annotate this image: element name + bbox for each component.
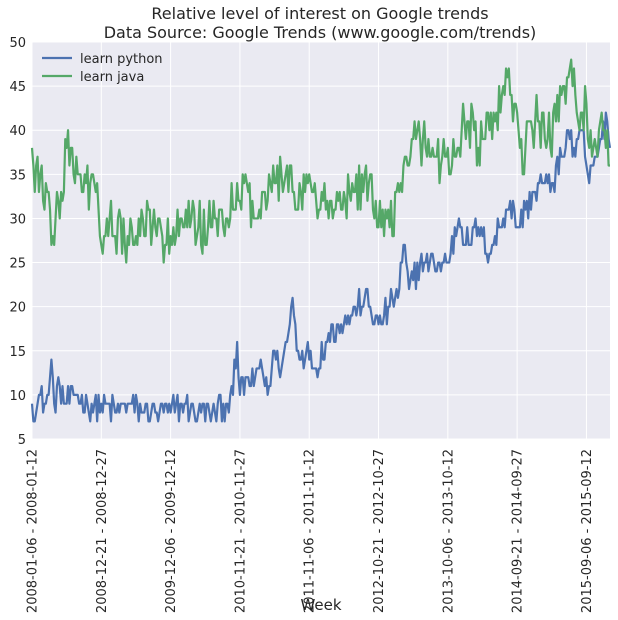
x-tick-label: 2010-11-21 - 2010-11-27 bbox=[233, 449, 248, 613]
legend: learn python learn java bbox=[42, 52, 163, 85]
x-axis: 2008-01-06 - 2008-01-12 2008-12-21 - 2008… bbox=[26, 449, 595, 613]
plot-area bbox=[32, 42, 610, 439]
series-line-learn-java bbox=[30, 58, 610, 264]
y-tick-label: 45 bbox=[9, 80, 26, 95]
y-tick-label: 30 bbox=[9, 212, 26, 227]
chart-title: Relative level of interest on Google tre… bbox=[151, 4, 488, 23]
y-tick-label: 25 bbox=[9, 257, 26, 272]
legend-label-learn-java: learn java bbox=[80, 70, 144, 85]
chart-subtitle: Data Source: Google Trends (www.google.c… bbox=[104, 23, 537, 42]
x-tick-label: 2011-11-06 - 2011-11-12 bbox=[303, 449, 318, 613]
y-tick-label: 10 bbox=[9, 389, 26, 404]
x-tick-label: 2008-01-06 - 2008-01-12 bbox=[26, 449, 41, 613]
y-tick-label: 15 bbox=[9, 345, 26, 360]
x-tick-label: 2014-09-21 - 2014-09-27 bbox=[511, 449, 526, 613]
y-axis: 5 10 15 20 25 30 35 40 45 50 bbox=[9, 36, 26, 448]
series-lines bbox=[30, 58, 612, 423]
x-tick-label: 2008-12-21 - 2008-12-27 bbox=[95, 449, 110, 613]
y-tick-label: 50 bbox=[9, 36, 26, 51]
legend-label-learn-python: learn python bbox=[80, 52, 163, 67]
x-tick-label: 2013-10-06 - 2013-10-12 bbox=[441, 449, 456, 613]
x-tick-label: 2009-12-06 - 2009-12-12 bbox=[164, 449, 179, 613]
x-tick-label: 2015-09-06 - 2015-09-12 bbox=[580, 449, 595, 613]
y-tick-label: 20 bbox=[9, 301, 26, 316]
y-tick-label: 5 bbox=[18, 433, 26, 448]
series-line-learn-python bbox=[30, 111, 612, 423]
x-tick-label: 2012-10-21 - 2012-10-27 bbox=[372, 449, 387, 613]
y-tick-label: 40 bbox=[9, 124, 26, 139]
y-tick-label: 35 bbox=[9, 168, 26, 183]
x-axis-label: Week bbox=[300, 596, 341, 614]
